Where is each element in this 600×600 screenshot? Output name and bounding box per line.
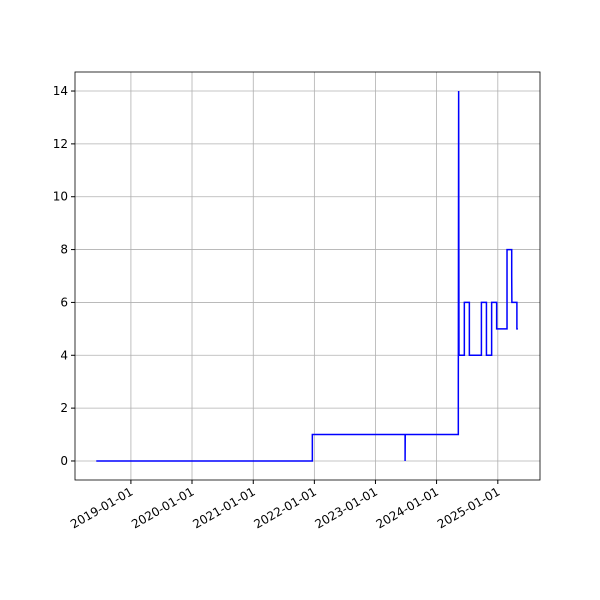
- x-tick-label: 2019-01-01: [68, 484, 135, 531]
- plot-frame: [74, 71, 541, 481]
- y-tick-label: 2: [60, 401, 68, 415]
- y-tick-label: 0: [60, 454, 68, 468]
- x-tick-label: 2025-01-01: [435, 484, 502, 531]
- y-tick-label: 10: [53, 190, 68, 204]
- x-tick-label: 2021-01-01: [190, 484, 257, 531]
- y-tick-label: 8: [60, 243, 68, 257]
- y-tick-label: 14: [53, 84, 68, 98]
- data-line: [96, 91, 518, 462]
- x-tick-label: 2024-01-01: [374, 484, 441, 531]
- x-tick-label: 2023-01-01: [313, 484, 380, 531]
- y-tick-label: 6: [60, 295, 68, 309]
- y-tick-label: 4: [60, 348, 68, 362]
- x-tick-label: 2022-01-01: [251, 484, 318, 531]
- x-tick-label: 2020-01-01: [129, 484, 196, 531]
- y-tick-label: 12: [53, 137, 68, 151]
